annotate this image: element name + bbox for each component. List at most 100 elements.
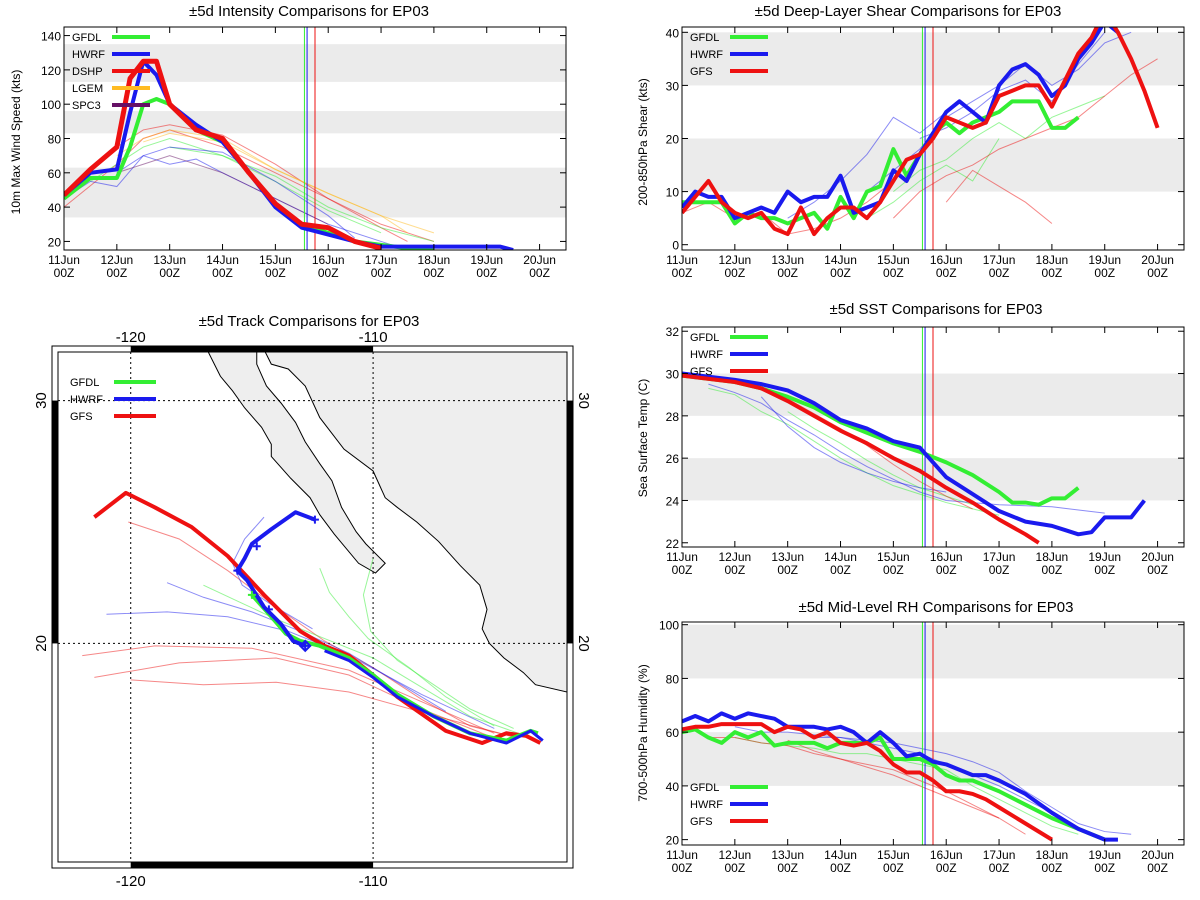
lat-label-left: 30 [33,392,50,409]
intensity-xtick-day: 20Jun [523,253,556,267]
intensity-legend-label-gfdl: GFDL [72,32,101,44]
intensity-series-dshp [64,58,382,250]
lon-label-top: -120 [116,329,146,346]
shear-ensemble-line-5 [945,169,1053,224]
shear-xtick-day: 20Jun [1141,253,1174,267]
shear-xtick-day: 18Jun [1036,253,1069,267]
sst-xtick-day: 16Jun [930,550,963,564]
sst-xtick-day: 14Jun [824,550,857,564]
rh-ensemble-line-4 [787,739,1000,819]
shear-xtick-day: 12Jun [718,253,751,267]
shear-xtick-hour: 00Z [777,266,798,280]
intensity-ylabel: 10m Max Wind Speed (kts) [9,70,23,215]
sst-ytick-label: 24 [666,494,680,508]
sst-xtick-day: 17Jun [983,550,1016,564]
rh-xtick-hour: 00Z [1042,861,1063,875]
sst-xtick-day: 19Jun [1088,550,1121,564]
shear-xtick-hour: 00Z [1094,266,1115,280]
intensity-legend-label-hwrf: HWRF [72,49,105,61]
track-ensemble-line-3 [130,679,519,739]
sst-xtick-hour: 00Z [989,563,1010,577]
intensity-xtick-day: 14Jun [206,253,239,267]
sst-xtick-hour: 00Z [672,563,693,577]
rh-xtick-day: 19Jun [1088,848,1121,862]
sst-xtick-hour: 00Z [1042,563,1063,577]
rh-legend-label-gfdl: GFDL [690,782,719,794]
intensity-xtick-hour: 00Z [476,266,497,280]
track-legend-label-gfs: GFS [70,411,93,423]
intensity-xtick-day: 15Jun [259,253,292,267]
shear-plot-area [682,27,1160,250]
shear-xtick-day: 14Jun [824,253,857,267]
lat-label-right: 20 [575,635,592,652]
track-ensemble-line-6 [362,558,514,729]
sst-xtick-day: 18Jun [1036,550,1069,564]
sst-legend-label-gfdl: GFDL [690,332,719,344]
sst-ensemble-line-2 [708,383,1105,514]
hwrf-track-marker [252,542,261,551]
sst-xtick-hour: 00Z [1147,563,1168,577]
sst-chart: ±5d SST Comparisons for EP03 Sea Surface… [636,301,1185,577]
sst-series-hwrf [682,371,1146,537]
track-plot-area [58,352,567,862]
sst-ytick-label: 32 [666,325,680,339]
intensity-ytick-label: 100 [41,98,61,112]
intensity-xtick-day: 12Jun [100,253,133,267]
shear-chart: ±5d Deep-Layer Shear Comparisons for EP0… [636,3,1185,280]
initial-position-marker [298,639,312,653]
track-ensemble-line-1 [94,657,495,739]
rh-xtick-hour: 00Z [989,861,1010,875]
intensity-chart: ±5d Intensity Comparisons for EP03 10m M… [9,3,567,280]
shear-ensemble-line-6 [893,58,1158,219]
sst-plot-area [682,327,1146,547]
rh-xtick-day: 11Jun [666,848,698,862]
shear-ytick-label: 40 [666,26,680,40]
bottom-frame-bar [130,862,374,868]
shear-xtick-day: 11Jun [666,253,698,267]
hwrf-track-marker [233,566,242,575]
shear-legend-label-gfs: GFS [690,66,713,78]
shear-xtick-hour: 00Z [1147,266,1168,280]
shear-xtick-day: 13Jun [771,253,804,267]
sst-legend-label-gfs: GFS [690,366,713,378]
lat-label-right: 30 [575,392,592,409]
intensity-xtick-day: 13Jun [153,253,186,267]
baja-california [207,352,386,574]
rh-ylabel: 700-500hPa Humidity (%) [636,664,650,801]
intensity-xtick-hour: 00Z [529,266,550,280]
intensity-ensemble-line-1 [116,124,408,242]
rh-ytick-label: 100 [659,619,679,633]
intensity-xtick-hour: 00Z [212,266,233,280]
sst-xtick-hour: 00Z [936,563,957,577]
sst-ylabel: Sea Surface Temp (C) [636,379,650,498]
gfdl-track-marker [247,590,256,599]
shear-ensemble-line-3 [893,95,1105,192]
sst-xtick-day: 12Jun [718,550,751,564]
rh-ensemble-line-2 [734,737,1079,835]
rh-xtick-day: 12Jun [718,848,751,862]
shear-xtick-hour: 00Z [1042,266,1063,280]
sst-series-gfs [682,373,1040,545]
rh-xtick-hour: 00Z [724,861,745,875]
track-series-hwrf-extension [324,649,544,745]
rh-ytick-label: 80 [666,672,680,686]
rh-xtick-hour: 00Z [936,861,957,875]
intensity-xtick-hour: 00Z [424,266,445,280]
sst-xtick-hour: 00Z [724,563,745,577]
shear-series-gfs [682,27,1160,237]
lon-label-bottom: -120 [116,873,146,890]
sst-legend-label-hwrf: HWRF [690,349,723,361]
rh-xtick-hour: 00Z [883,861,904,875]
intensity-ytick-label: 40 [48,201,62,215]
intensity-xtick-day: 18Jun [418,253,451,267]
sst-plot-frame [681,326,1185,548]
lon-label-top: -110 [359,329,388,346]
intensity-xtick-hour: 00Z [265,266,286,280]
intensity-title: ±5d Intensity Comparisons for EP03 [189,3,429,20]
shear-xtick-hour: 00Z [883,266,904,280]
sst-ensemble-line-3 [760,396,947,493]
shear-xtick-day: 19Jun [1088,253,1121,267]
sst-ytick-label: 22 [666,537,680,551]
track-legend-label-hwrf: HWRF [70,394,103,406]
